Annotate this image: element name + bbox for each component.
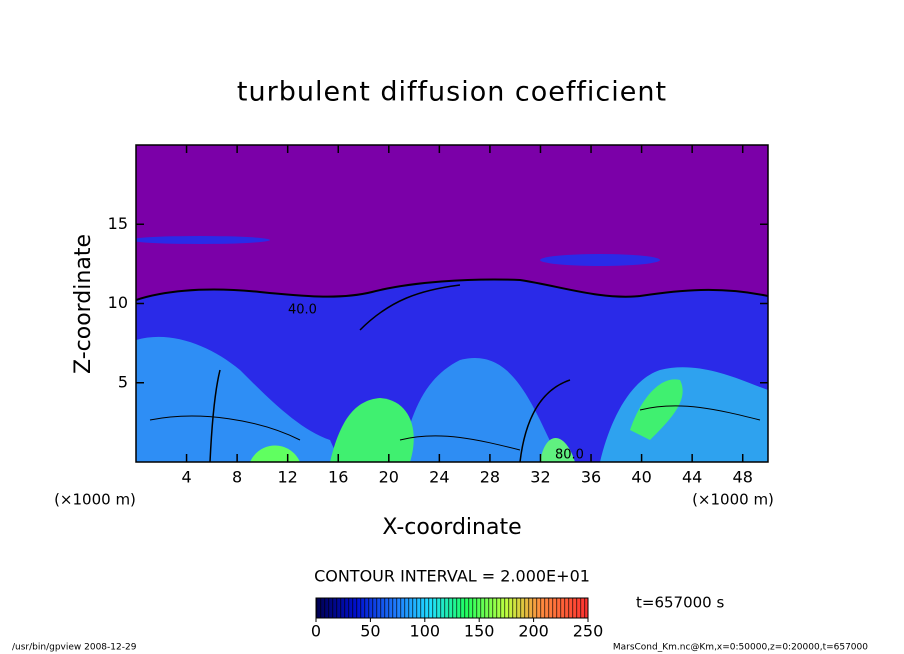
footer-left: /usr/bin/gpview 2008-12-29 bbox=[12, 643, 137, 653]
x-tick-label: 24 bbox=[429, 468, 449, 487]
colorbar-tick-label: 200 bbox=[518, 622, 549, 641]
x-tick-label: 4 bbox=[181, 468, 191, 487]
colorbar-tick-label: 50 bbox=[360, 622, 380, 641]
x-tick-label: 20 bbox=[379, 468, 399, 487]
y-axis-label: Z-coordinate bbox=[71, 234, 96, 374]
y-unit: (×1000 m) bbox=[54, 491, 136, 509]
x-tick-label: 48 bbox=[733, 468, 753, 487]
chart-title: turbulent diffusion coefficient bbox=[237, 77, 667, 108]
x-tick-label: 16 bbox=[328, 468, 348, 487]
x-tick-label: 8 bbox=[232, 468, 242, 487]
x-tick-label: 12 bbox=[278, 468, 298, 487]
field bbox=[136, 145, 768, 462]
colorbar-stripes bbox=[316, 598, 588, 618]
colorbar bbox=[315, 597, 589, 619]
x-tick-label: 44 bbox=[682, 468, 702, 487]
contour-label: 80.0 bbox=[555, 448, 584, 463]
y-tick-label: 10 bbox=[108, 293, 128, 312]
footer-right: MarsCond_Km.nc@Km,x=0:50000,z=0:20000,t=… bbox=[613, 643, 868, 653]
time-label: t=657000 s bbox=[636, 594, 724, 612]
y-tick-label: 15 bbox=[108, 214, 128, 233]
y-tick-label: 5 bbox=[118, 372, 128, 391]
x-tick-label: 28 bbox=[480, 468, 500, 487]
colorbar-tick-label: 150 bbox=[464, 622, 495, 641]
x-tick-label: 36 bbox=[581, 468, 601, 487]
colorbar-tick-label: 250 bbox=[573, 622, 604, 641]
x-tick-label: 32 bbox=[530, 468, 550, 487]
colorbar-frame bbox=[315, 597, 589, 619]
x-axis-label: X-coordinate bbox=[382, 515, 521, 540]
x-unit: (×1000 m) bbox=[692, 491, 774, 509]
colorbar-tick-label: 0 bbox=[311, 622, 321, 641]
colorbar-tick-label: 100 bbox=[410, 622, 441, 641]
contour-label: 40.0 bbox=[288, 303, 317, 318]
contour-interval: CONTOUR INTERVAL = 2.000E+01 bbox=[314, 567, 590, 586]
x-tick-label: 40 bbox=[631, 468, 651, 487]
